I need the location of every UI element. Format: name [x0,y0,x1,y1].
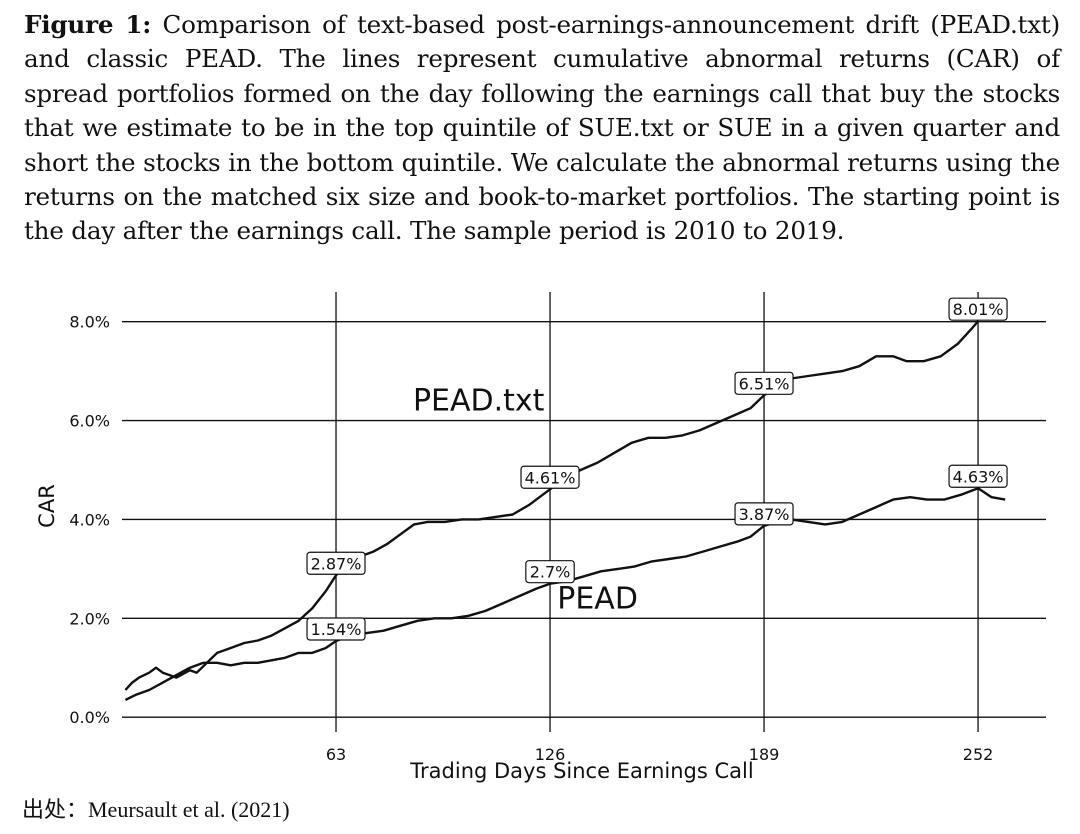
caption-text: Comparison of text-based post-earnings-a… [24,10,1060,246]
grid [122,292,1046,732]
data-label-box [306,617,366,641]
x-tick-label: 63 [326,745,346,764]
data-label: 2.87% [306,551,366,575]
data-label-box [520,465,580,489]
series-name-label: PEAD.txt [413,384,545,419]
data-label-box [948,464,1008,488]
series-lines [124,320,1006,701]
x-tick-label: 126 [535,745,566,764]
y-tick-label: 0.0% [69,708,110,727]
data-label-text: 3.87% [739,505,790,524]
data-label: 4.63% [948,464,1008,488]
data-label-box [948,297,1008,321]
x-axis-title: Trading Days Since Earnings Call [409,759,753,783]
data-label-text: 1.54% [311,620,362,639]
figure-caption: Figure 1: Comparison of text-based post-… [24,8,1060,249]
series-line-pead [124,487,1006,701]
data-label: 2.7% [525,560,575,584]
y-tick-label: 8.0% [69,313,110,332]
data-label: 4.61% [520,465,580,489]
data-label-box [306,551,366,575]
car-line-chart: 0.0% 2.0% 4.0% 6.0% 8.0% 63 126 189 252 2.87% 4.6… [35,292,1046,783]
data-label: 6.51% [734,371,794,395]
series-labels: PEAD.txt PEAD [413,384,638,617]
data-label-text: 2.7% [530,563,571,582]
y-tick-label: 2.0% [69,609,110,628]
y-tick-label: 4.0% [69,510,110,529]
data-label-box [525,560,575,584]
data-label-box [734,371,794,395]
x-tick-label: 189 [749,745,780,764]
data-labels: 2.87% 4.61% 6.51% 8.01% 1.54% 2.7% 3.87% 4.63% [306,297,1008,641]
data-label: 1.54% [306,617,366,641]
data-label-text: 4.61% [525,468,576,487]
series-name-label: PEAD [557,581,638,616]
y-tick-label: 6.0% [69,412,110,431]
series-line-pead-txt [124,320,980,691]
figure-label: Figure 1: [24,10,152,39]
data-label-box [734,502,794,526]
data-label-text: 2.87% [311,554,362,573]
data-label-text: 6.51% [739,374,790,393]
source-note: 出处：Meursault et al. (2021) [22,797,290,822]
data-label: 8.01% [948,297,1008,321]
axis-ticks: 0.0% 2.0% 4.0% 6.0% 8.0% 63 126 189 252 [69,313,993,764]
data-label-text: 4.63% [953,467,1004,486]
x-tick-label: 252 [963,745,994,764]
y-axis-title: CAR [35,484,59,528]
data-label: 3.87% [734,502,794,526]
data-label-text: 8.01% [953,300,1004,319]
